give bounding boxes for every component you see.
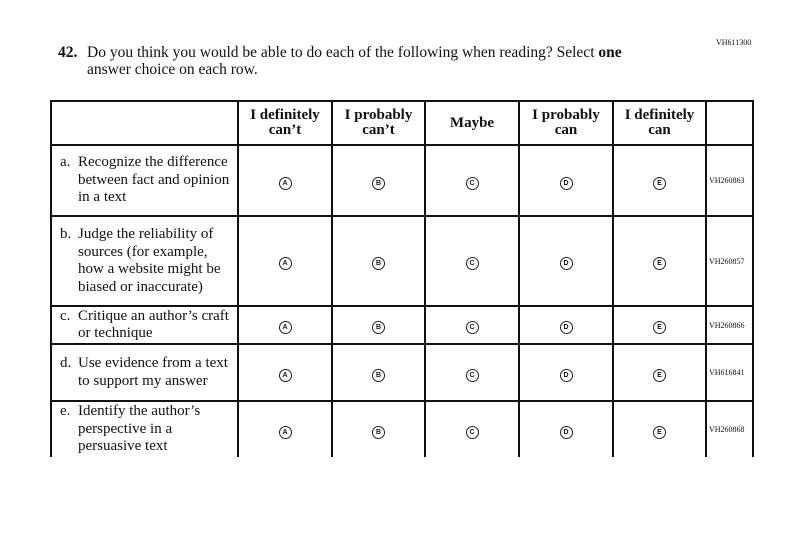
- table-row: a. Recognize the difference between fact …: [50, 144, 754, 216]
- row-id-code: VH616841: [705, 343, 754, 401]
- option-cell: E: [612, 343, 707, 401]
- option-cell: D: [518, 400, 614, 457]
- column-header-line1: I probably: [532, 107, 600, 123]
- option-cell: B: [331, 144, 426, 216]
- row-id-code: VH260866: [705, 305, 754, 344]
- answer-bubble-e[interactable]: E: [653, 176, 666, 190]
- option-cell: E: [612, 215, 707, 306]
- column-header-line2: can’t: [268, 122, 302, 138]
- option-cell: D: [518, 215, 614, 306]
- answer-bubble-c[interactable]: C: [465, 257, 479, 270]
- answer-bubble-e[interactable]: E: [653, 257, 666, 270]
- answer-bubble-d[interactable]: D: [559, 321, 573, 334]
- answer-bubble-c[interactable]: C: [465, 368, 479, 382]
- row-id-code: VH260857: [705, 215, 754, 306]
- option-cell: D: [518, 343, 614, 401]
- row-letter: c.: [60, 307, 71, 324]
- column-header: I probably can: [518, 100, 614, 145]
- column-header: I definitely can: [612, 100, 707, 145]
- option-cell: D: [518, 144, 614, 216]
- option-cell: B: [331, 305, 426, 344]
- question-text-line2: answer choice on each row.: [87, 61, 258, 78]
- row-statement: c. Critique an author’s craft or techniqu…: [50, 305, 239, 344]
- option-cell: A: [237, 343, 333, 401]
- option-cell: B: [331, 343, 426, 401]
- option-cell: C: [424, 343, 520, 401]
- column-header-line1: Maybe: [449, 114, 495, 131]
- option-cell: C: [424, 144, 520, 216]
- option-cell: A: [237, 144, 333, 216]
- row-text: Critique an author’s craft or technique: [78, 307, 229, 342]
- option-cell: B: [331, 215, 426, 306]
- table-row: c. Critique an author’s craft or techniqu…: [50, 305, 754, 344]
- answer-bubble-b[interactable]: B: [372, 321, 385, 334]
- row-letter: b.: [60, 226, 72, 242]
- answer-bubble-d[interactable]: D: [559, 257, 573, 270]
- column-header-line2: can’t: [362, 122, 395, 138]
- column-header-line2: can: [554, 122, 578, 138]
- option-cell: A: [237, 215, 333, 306]
- header-code-blank: [705, 100, 754, 145]
- row-letter: e.: [60, 403, 71, 420]
- answer-grid: I definitely can’t I probably can’t Maybe I p…: [50, 100, 754, 457]
- column-header-line2: can: [648, 122, 671, 138]
- header-blank: [50, 100, 239, 145]
- row-letter: a.: [60, 154, 71, 171]
- option-cell: D: [518, 305, 614, 344]
- column-header: I definitely can’t: [237, 100, 333, 145]
- option-cell: E: [612, 144, 707, 216]
- answer-bubble-b[interactable]: B: [372, 425, 385, 439]
- row-statement: b. Judge the reliability of sources (for …: [50, 215, 239, 306]
- option-cell: C: [424, 305, 520, 344]
- row-statement: e. Identify the author’s perspective in a…: [50, 400, 239, 457]
- answer-bubble-c[interactable]: C: [465, 425, 479, 439]
- option-cell: C: [424, 215, 520, 306]
- row-letter: d.: [60, 355, 72, 371]
- row-text: Use evidence from a text to support my a…: [78, 355, 228, 389]
- answer-bubble-e[interactable]: E: [653, 368, 666, 382]
- answer-bubble-b[interactable]: B: [372, 176, 385, 190]
- row-id-code: VH260863: [705, 144, 754, 216]
- answer-bubble-a[interactable]: A: [278, 176, 292, 190]
- row-text: Recognize the difference between fact an…: [78, 154, 230, 206]
- row-statement: d. Use evidence from a text to support my…: [50, 343, 239, 401]
- column-header: I probably can’t: [331, 100, 426, 145]
- table-row: b. Judge the reliability of sources (for …: [50, 215, 754, 306]
- question-prompt: 42. Do you think you would be able to do …: [58, 44, 698, 78]
- row-text: Judge the reliability of sources (for ex…: [78, 226, 221, 295]
- column-header: Maybe: [424, 100, 520, 145]
- option-cell: E: [612, 400, 707, 457]
- column-header-line1: I definitely: [624, 107, 695, 123]
- table-row: e. Identify the author’s perspective in a…: [50, 400, 754, 457]
- answer-bubble-c[interactable]: C: [465, 321, 479, 334]
- table-row: d. Use evidence from a text to support my…: [50, 343, 754, 401]
- answer-bubble-e[interactable]: E: [653, 425, 666, 439]
- answer-bubble-b[interactable]: B: [372, 257, 385, 270]
- option-cell: A: [237, 400, 333, 457]
- answer-bubble-d[interactable]: D: [559, 425, 573, 439]
- question-text: Do you think you would be able to do eac…: [87, 44, 599, 61]
- row-id-code: VH260868: [705, 400, 754, 457]
- column-header-line1: I probably: [344, 107, 413, 123]
- row-statement: a. Recognize the difference between fact …: [50, 144, 239, 216]
- answer-bubble-c[interactable]: C: [465, 176, 479, 190]
- answer-bubble-d[interactable]: D: [559, 368, 573, 382]
- answer-bubble-a[interactable]: A: [278, 321, 292, 334]
- option-cell: C: [424, 400, 520, 457]
- row-text: Identify the author’s perspective in a p…: [78, 403, 201, 455]
- question-number: 42.: [58, 44, 78, 61]
- answer-bubble-a[interactable]: A: [278, 425, 292, 439]
- answer-bubble-b[interactable]: B: [372, 368, 385, 382]
- answer-bubble-d[interactable]: D: [559, 176, 573, 190]
- option-cell: B: [331, 400, 426, 457]
- column-header-line1: I definitely: [250, 107, 320, 123]
- answer-bubble-a[interactable]: A: [278, 368, 292, 382]
- answer-bubble-a[interactable]: A: [278, 257, 292, 270]
- option-cell: A: [237, 305, 333, 344]
- question-text-bold: one: [598, 44, 622, 61]
- option-cell: E: [612, 305, 707, 344]
- question-id-code: VH611300: [716, 38, 752, 47]
- answer-bubble-e[interactable]: E: [653, 321, 666, 334]
